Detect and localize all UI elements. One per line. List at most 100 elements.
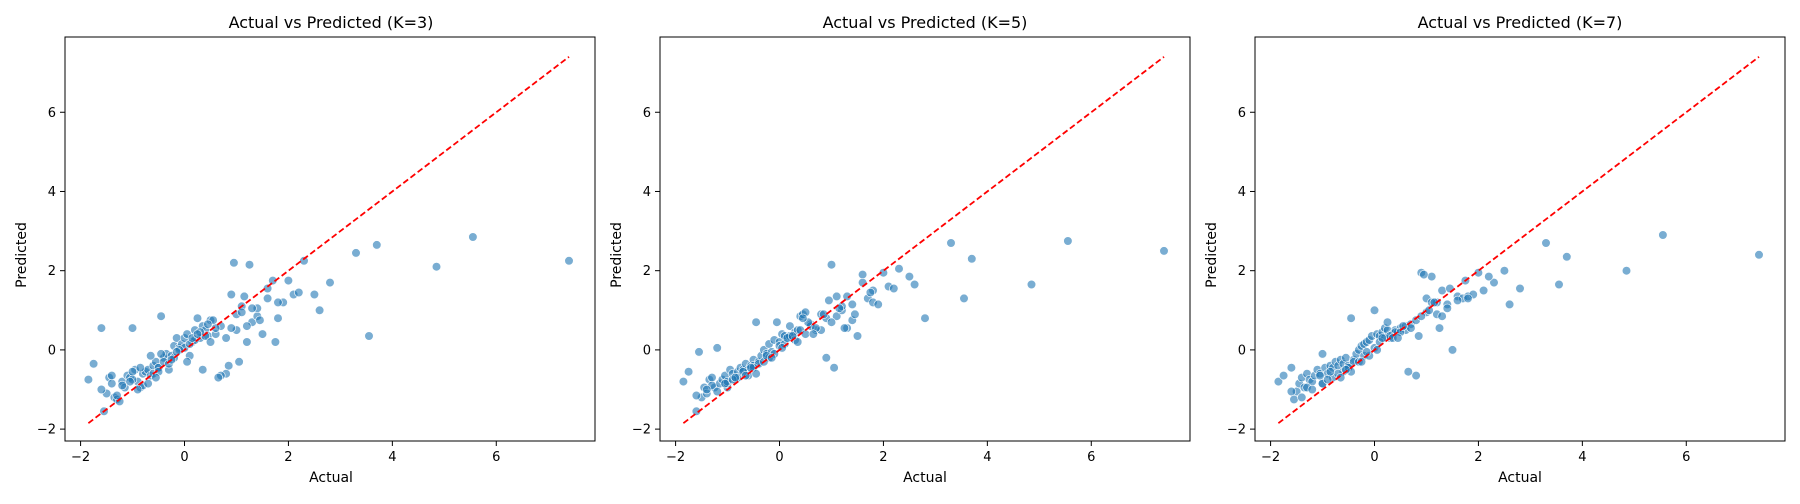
data-point — [221, 333, 231, 343]
data-point — [1452, 295, 1463, 306]
data-point — [821, 353, 831, 363]
data-point — [702, 384, 712, 395]
data-point — [107, 371, 117, 381]
data-point — [315, 305, 325, 315]
data-point — [832, 291, 842, 302]
subplot-k7: Actual vs Predicted (K=7) Actual Predict… — [1204, 13, 1622, 486]
data-point — [255, 315, 265, 325]
data-point — [1317, 349, 1328, 359]
plot-area-1: −2 0 2 4 6 −2 0 2 4 6 — [37, 36, 596, 465]
chart-title: Actual vs Predicted (K=3) — [229, 13, 434, 32]
data-point — [959, 293, 969, 304]
y-tick-label: 4 — [1238, 185, 1246, 200]
data-point — [1398, 321, 1408, 331]
data-point — [1315, 371, 1325, 381]
x-axis-label: Actual — [903, 470, 947, 486]
data-point — [798, 313, 808, 323]
data-point — [273, 313, 283, 323]
y-tick-label: 6 — [48, 106, 56, 121]
data-point — [270, 337, 281, 347]
data-point — [785, 321, 795, 331]
axes-frame — [1254, 36, 1786, 442]
y-tick-label: 2 — [1238, 264, 1246, 279]
data-point — [1447, 345, 1458, 355]
data-point — [772, 317, 782, 327]
x-tick-label: 4 — [388, 450, 396, 465]
data-point — [1424, 305, 1434, 315]
data-point — [694, 347, 704, 357]
data-point — [125, 377, 135, 387]
data-point — [1393, 333, 1403, 343]
data-point — [712, 386, 722, 397]
y-tick-label: 0 — [1238, 343, 1246, 358]
data-point — [224, 361, 234, 371]
data-point — [133, 384, 143, 395]
y-tick-label: 0 — [48, 343, 56, 358]
data-point — [904, 272, 915, 282]
data-point — [1442, 303, 1452, 313]
data-point — [1369, 305, 1380, 315]
data-point — [826, 317, 837, 327]
data-point — [1411, 371, 1421, 381]
data-point — [263, 283, 273, 294]
data-point — [1416, 311, 1426, 321]
data-point — [691, 406, 702, 416]
data-point — [678, 377, 689, 387]
y-tick-label: 2 — [48, 264, 56, 279]
plot-area-3: −2 0 2 4 6 −2 0 2 4 6 — [1227, 36, 1786, 465]
x-tick-label: 6 — [1682, 450, 1690, 465]
data-point — [239, 291, 249, 302]
data-point — [117, 380, 127, 391]
data-point — [1478, 285, 1489, 296]
data-point — [1382, 317, 1393, 327]
data-point — [96, 323, 106, 333]
x-tick-label: 4 — [1578, 450, 1586, 465]
data-point — [146, 351, 156, 361]
data-point — [889, 283, 899, 294]
data-point — [226, 289, 236, 300]
data-point — [1658, 230, 1668, 240]
data-point — [268, 276, 278, 286]
data-point — [1307, 384, 1317, 395]
data-point — [1427, 272, 1437, 282]
data-point — [850, 309, 860, 319]
data-point — [1273, 377, 1283, 387]
data-point — [1286, 386, 1296, 397]
x-tick-label: 2 — [284, 450, 292, 465]
data-point — [1278, 371, 1289, 381]
data-point — [720, 379, 730, 389]
subplot-k5: Actual vs Predicted (K=5) Actual Predict… — [609, 13, 1027, 486]
y-axis-label: Predicted — [14, 222, 30, 288]
x-tick-label: −2 — [71, 450, 90, 465]
data-point — [1484, 272, 1494, 282]
data-point — [847, 299, 857, 310]
data-point — [1437, 311, 1447, 321]
data-point — [96, 384, 106, 395]
data-point — [192, 329, 203, 339]
data-point — [857, 270, 868, 280]
data-point — [372, 240, 382, 250]
data-point — [920, 313, 930, 323]
scatter-points — [678, 236, 1169, 416]
data-point — [1341, 365, 1351, 375]
data-point — [1289, 394, 1299, 405]
data-point — [800, 329, 811, 339]
data-point — [1434, 323, 1445, 333]
x-tick-label: 0 — [180, 450, 188, 465]
data-point — [151, 373, 161, 383]
data-point — [247, 303, 257, 313]
data-point — [127, 323, 138, 333]
data-point — [824, 295, 834, 306]
data-point — [351, 248, 361, 258]
data-point — [829, 363, 839, 373]
data-point — [1286, 363, 1296, 373]
data-point — [1346, 313, 1356, 323]
data-point — [1419, 270, 1429, 280]
data-point — [1541, 238, 1551, 248]
y-tick-label: 4 — [643, 185, 651, 200]
data-point — [273, 297, 283, 308]
data-point — [88, 359, 99, 369]
data-point — [1159, 246, 1169, 256]
data-point — [156, 349, 166, 359]
